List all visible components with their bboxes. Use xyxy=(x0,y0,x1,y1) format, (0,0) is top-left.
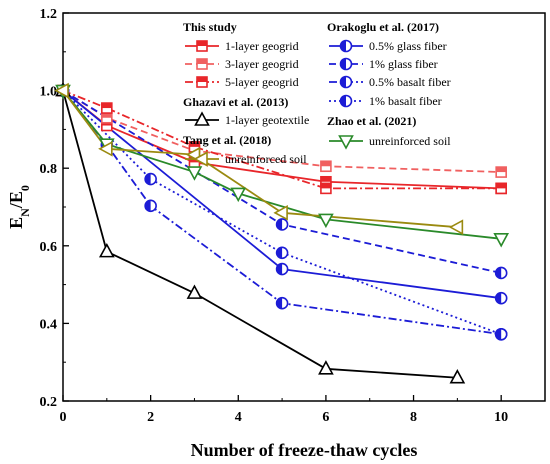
data-point xyxy=(495,182,507,195)
legend-group-title: Zhao et al. (2021) xyxy=(327,114,416,128)
data-point xyxy=(448,219,464,236)
data-point xyxy=(101,102,113,114)
y-axis-title: EN/E0 xyxy=(6,185,32,229)
axes xyxy=(62,12,546,402)
data-point xyxy=(493,233,510,248)
data-point xyxy=(494,266,508,280)
legend-swatch-marker xyxy=(339,57,353,71)
legend-swatch-marker xyxy=(338,135,354,150)
y-axis-title-sub1: N xyxy=(18,208,32,217)
x-tick-label: 0 xyxy=(60,410,67,425)
data-point xyxy=(54,82,69,99)
legend-group-title: Orakoglu et al. (2017) xyxy=(327,20,439,34)
y-tick-label: 1.2 xyxy=(40,7,58,22)
x-tick-label: 10 xyxy=(494,410,508,425)
legend-swatch-marker xyxy=(196,40,208,52)
legend-entry-label: 1% basalt fiber xyxy=(369,94,442,108)
legend-group-title: Ghazavi et al. (2013) xyxy=(183,95,288,109)
ticks: 0 2 4 6 8 10 0.2 0.4 0.6 0.8 1.0 1.2 xyxy=(40,7,509,425)
data-point xyxy=(101,111,113,124)
legend-entry-label: 1-layer geogrid xyxy=(225,39,299,53)
y-tick-label: 0.6 xyxy=(40,240,58,255)
plot-frame xyxy=(62,12,546,402)
data-point xyxy=(320,160,332,173)
data-point xyxy=(494,291,508,305)
data-point xyxy=(98,140,113,157)
y-axis-title-main: E xyxy=(6,217,26,229)
x-tick-label: 4 xyxy=(235,410,242,425)
data-point xyxy=(494,327,508,341)
y-tick-label: 0.4 xyxy=(40,317,58,332)
legend-entry-label: unreinforced soil xyxy=(225,152,307,166)
data-point xyxy=(449,369,466,384)
legend-swatch-marker xyxy=(196,58,208,70)
legend-group-title: This study xyxy=(183,20,237,34)
y-axis-title-sub2: 0 xyxy=(18,185,32,191)
data-point xyxy=(275,246,289,260)
data-point xyxy=(144,199,157,213)
data-point xyxy=(230,187,247,203)
legend-entry-label: 1-layer geotextile xyxy=(225,113,309,127)
data-point xyxy=(144,172,157,186)
legend-swatch-marker xyxy=(194,111,210,126)
data-point xyxy=(186,166,203,181)
legend-entry-label: 0.5% glass fiber xyxy=(369,39,447,53)
data-point xyxy=(98,242,115,258)
legend-swatch-marker xyxy=(339,75,353,89)
legend-entry-label: 5-layer geogrid xyxy=(225,75,299,89)
legend-swatch-marker xyxy=(339,94,353,108)
legend-group-title: Tang et al. (2018) xyxy=(183,133,271,147)
legend-entry-label: 1% glass fiber xyxy=(369,57,438,71)
legend-entry-label: 3-layer geogrid xyxy=(225,57,299,71)
x-tick-label: 2 xyxy=(147,410,154,425)
data-point xyxy=(320,182,332,195)
data-point xyxy=(318,213,334,229)
x-tick-label: 6 xyxy=(322,410,329,425)
series-line-8 xyxy=(62,90,502,240)
legend: This study 1-layer geogrid 3-layer geogrid… xyxy=(183,20,451,167)
data-point xyxy=(275,218,289,231)
axis-titles: Number of freeze-thaw cycles EN/E0 xyxy=(6,185,417,460)
data-point xyxy=(273,204,288,221)
data-point xyxy=(495,166,507,178)
data-point xyxy=(318,360,334,375)
legend-entry-label: unreinforced soil xyxy=(369,134,451,148)
legend-swatch-marker xyxy=(193,151,208,167)
y-tick-label: 1.0 xyxy=(40,85,58,100)
legend-swatch-marker xyxy=(196,76,208,88)
series-line-2 xyxy=(62,89,502,190)
markers-layer xyxy=(54,81,510,384)
y-tick-label: 0.2 xyxy=(40,395,58,410)
legend-swatch-marker xyxy=(339,39,353,53)
x-tick-label: 8 xyxy=(410,410,417,425)
y-axis-title-mid: /E xyxy=(6,191,26,209)
data-point xyxy=(186,284,203,299)
x-axis-title: Number of freeze-thaw cycles xyxy=(191,440,418,460)
data-point xyxy=(275,262,289,276)
data-point xyxy=(275,296,289,310)
legend-entry-label: 0.5% basalt fiber xyxy=(369,75,451,89)
y-tick-label: 0.8 xyxy=(40,162,58,177)
